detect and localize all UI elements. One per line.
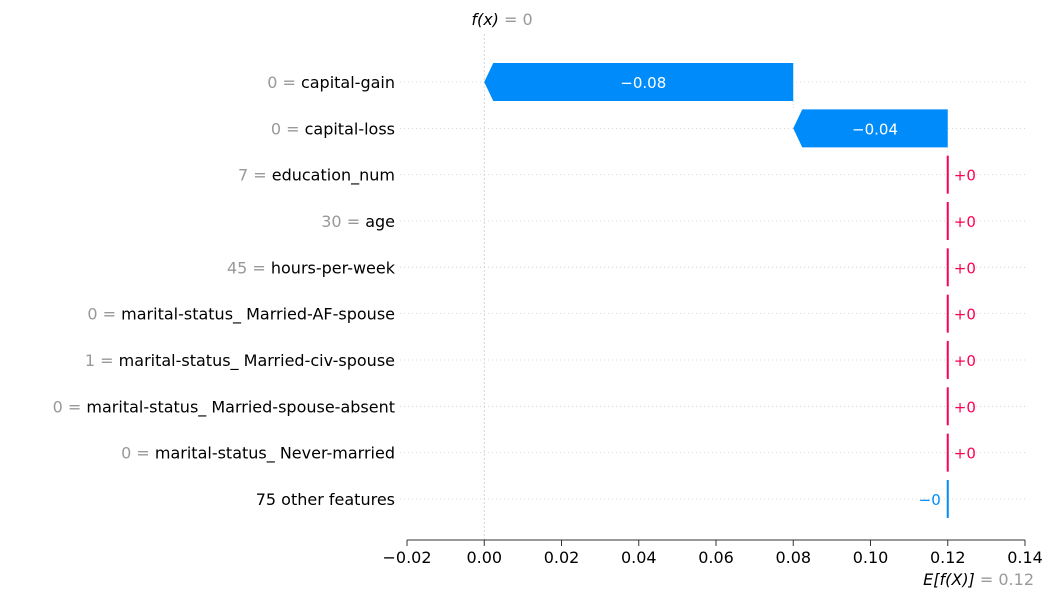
feature-label: 0 = capital-gain — [267, 73, 395, 92]
contribution-label: −0.04 — [852, 120, 898, 138]
feature-name: marital-status_ Married-spouse-absent — [86, 397, 395, 417]
x-tick-label: 0.02 — [544, 548, 580, 567]
contribution-label: −0.08 — [620, 74, 666, 92]
x-tick-label: 0.14 — [1007, 548, 1043, 567]
feature-equals: = — [342, 212, 366, 231]
x-tick-label: 0.04 — [621, 548, 657, 567]
feature-label: 1 = marital-status_ Married-civ-spouse — [85, 351, 395, 371]
feature-value: 7 — [238, 166, 248, 185]
feature-name: marital-status_ Married-AF-spouse — [121, 305, 395, 325]
contribution-label: +0 — [954, 259, 976, 277]
feature-equals: = — [248, 166, 272, 185]
x-tick-label: 0.00 — [466, 548, 502, 567]
feature-value: 0 — [271, 119, 281, 138]
feature-equals: = — [247, 258, 271, 277]
feature-label: 30 = age — [321, 212, 395, 231]
row-gridlines — [400, 81, 1025, 500]
feature-value: 0 — [87, 305, 97, 324]
fx-value: = 0 — [499, 10, 533, 29]
feature-equals: = — [131, 444, 155, 463]
feature-name: education_num — [272, 166, 395, 186]
contribution-label: +0 — [954, 306, 976, 324]
feature-value: 0 — [267, 73, 277, 92]
contribution-label: +0 — [954, 445, 976, 463]
feature-name: capital-gain — [301, 73, 395, 92]
feature-name: marital-status_ Married-civ-spouse — [119, 351, 395, 371]
feature-equals: = — [277, 73, 301, 92]
contribution-bar — [484, 63, 794, 101]
contribution-label: −0 — [919, 491, 941, 509]
feature-label: 0 = marital-status_ Never-married — [121, 444, 395, 464]
feature-value: 30 — [321, 212, 341, 231]
contribution-bar — [793, 109, 948, 148]
feature-value: 0 — [53, 397, 63, 416]
contribution-label: +0 — [954, 213, 976, 231]
contribution-bars: −0.08 −0.04 +0 +0 +0 +0 +0 +0 +0 −0 — [484, 63, 976, 518]
feature-equals: = — [63, 397, 87, 416]
x-tick-label: 0.12 — [930, 548, 966, 567]
feature-value: 1 — [85, 351, 95, 370]
x-tick-label: 0.10 — [853, 548, 889, 567]
feature-label: 7 = education_num — [238, 166, 395, 186]
feature-label: 75 other features — [256, 490, 395, 509]
contribution-label: +0 — [954, 167, 976, 185]
feature-label: 0 = marital-status_ Married-spouse-absen… — [53, 397, 395, 417]
x-tick-label: 0.06 — [698, 548, 734, 567]
feature-value: 45 — [227, 258, 247, 277]
contribution-label: +0 — [954, 352, 976, 370]
fx-symbol: f(x) — [471, 10, 499, 29]
fx-label: f(x) = 0 — [471, 10, 532, 29]
feature-value: 0 — [121, 444, 131, 463]
feature-label: 45 = hours-per-week — [227, 258, 396, 277]
reference-lines — [483, 34, 949, 540]
efx-value: = 0.12 — [975, 570, 1034, 589]
x-tick-label: 0.08 — [775, 548, 811, 567]
feature-equals: = — [95, 351, 119, 370]
expected-value-label: E[f(X)] = 0.12 — [923, 570, 1034, 589]
feature-name: age — [365, 212, 395, 231]
feature-name: capital-loss — [305, 119, 395, 138]
feature-equals: = — [98, 305, 122, 324]
feature-name: hours-per-week — [271, 258, 396, 277]
efx-symbol: E[f(X)] — [923, 570, 975, 589]
feature-name: 75 other features — [256, 490, 395, 509]
feature-equals: = — [281, 119, 305, 138]
feature-name: marital-status_ Never-married — [155, 444, 395, 464]
x-tick-label: −0.02 — [382, 548, 431, 567]
feature-label: 0 = capital-loss — [271, 119, 395, 138]
x-axis: −0.02 0.00 0.02 0.04 0.06 0.08 0.10 0.12 0.14 — [382, 539, 1043, 567]
feature-label: 0 = marital-status_ Married-AF-spouse — [87, 305, 395, 325]
contribution-label: +0 — [954, 398, 976, 416]
